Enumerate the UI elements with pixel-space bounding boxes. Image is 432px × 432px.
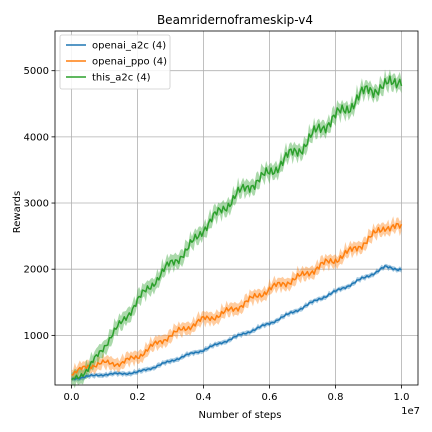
x-tick-label: 1.0	[394, 392, 410, 403]
series-line-2	[71, 222, 403, 376]
x-axis-label: Number of steps	[198, 410, 281, 421]
legend-label: openai_a2c (4)	[92, 41, 166, 52]
x-tick-label: 0.0	[64, 392, 80, 403]
chart-title: Beamridernoframeskip-v4	[157, 13, 313, 27]
y-tick-label: 5000	[24, 66, 49, 77]
x-axis-offset-label: 1e7	[401, 406, 420, 417]
y-tick-label: 4000	[24, 132, 49, 143]
x-tick-label: 0.4	[196, 392, 212, 403]
legend-label: this_a2c (4)	[92, 73, 151, 84]
series-band-2	[71, 216, 402, 382]
y-axis-ticks: 1000 2000 3000 4000 5000	[24, 66, 55, 342]
series-line-3	[71, 75, 403, 381]
x-tick-label: 0.6	[262, 392, 278, 403]
series-band-1	[71, 263, 402, 382]
legend: openai_a2c (4) openai_ppo (4) this_a2c (4)	[59, 34, 171, 90]
x-axis-ticks: 0.0 0.2 0.4 0.6 0.8 1.0	[64, 385, 410, 403]
y-axis-label: Rewards	[12, 191, 23, 233]
plot-frame	[54, 30, 419, 386]
y-tick-label: 2000	[24, 265, 49, 276]
x-tick-label: 0.2	[130, 392, 146, 403]
confidence-bands	[71, 69, 402, 389]
x-tick-label: 0.8	[328, 392, 344, 403]
legend-box	[59, 34, 171, 90]
series-band-3	[71, 69, 402, 389]
y-tick-label: 3000	[24, 199, 49, 210]
y-tick-label: 1000	[24, 331, 49, 342]
series-line-1	[71, 265, 402, 381]
series-lines	[71, 75, 403, 381]
legend-label: openai_ppo (4)	[92, 57, 167, 68]
